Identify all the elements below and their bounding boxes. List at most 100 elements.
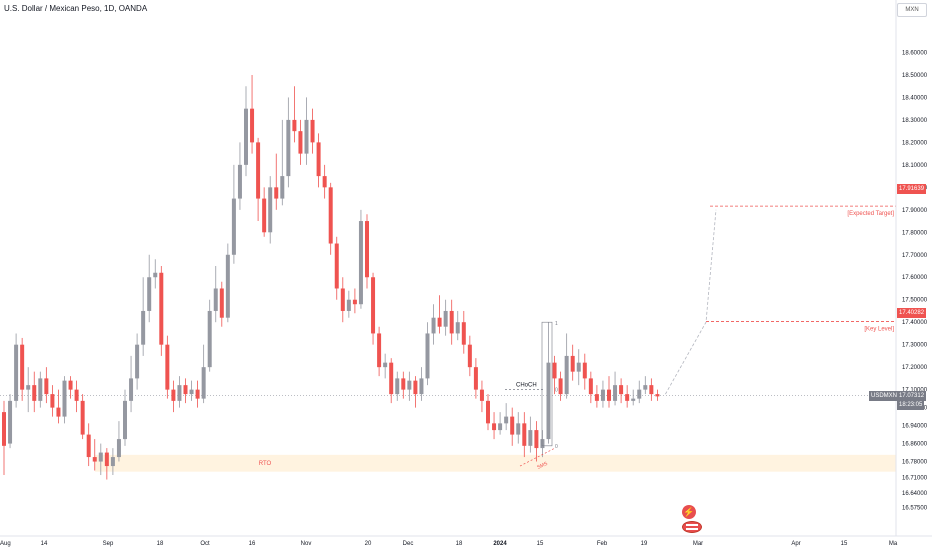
candle-body (649, 385, 654, 395)
candle-body (225, 254, 230, 318)
candle-body (467, 344, 472, 368)
us-flag-icon[interactable] (682, 521, 702, 533)
candle-body (631, 398, 636, 401)
candle-body (153, 272, 158, 278)
expected-target-price-tag: 17.91639 (897, 184, 927, 194)
time-tick-label: 19 (641, 541, 648, 547)
candle-body (147, 277, 152, 311)
currency-badge[interactable]: MXN (897, 3, 927, 17)
candle-body (292, 119, 297, 132)
candle-body (425, 333, 430, 379)
candle-body (280, 176, 285, 199)
time-tick-label: 18 (157, 541, 164, 547)
candle-body (498, 423, 503, 431)
tradingview-logo-icon[interactable]: ⚡ (682, 505, 696, 519)
candle-body (600, 389, 605, 401)
candle-body (619, 385, 624, 395)
candle-body (461, 322, 466, 345)
candle-body (443, 310, 448, 327)
candle-body (86, 434, 91, 458)
candle-body (479, 389, 484, 401)
price-tick-label: 18.20000 (902, 140, 928, 146)
candle-body (473, 367, 478, 390)
candle-body (92, 457, 97, 462)
candle-body (346, 299, 351, 311)
price-tick-label: 17.50000 (902, 298, 928, 304)
candle-body (371, 277, 376, 334)
candle-body (358, 221, 363, 305)
candle-body (80, 400, 85, 435)
candle-body (135, 344, 140, 379)
price-tick-label: 16.57500 (902, 506, 928, 512)
candle-body (516, 423, 521, 435)
candle-body (250, 108, 255, 143)
candle-body (576, 362, 581, 372)
price-tick-label: 17.30000 (902, 343, 928, 349)
candle-body (129, 378, 134, 401)
price-tick-label: 18.10000 (902, 163, 928, 169)
candle-body (383, 362, 388, 368)
price-tick-label: 17.60000 (902, 275, 928, 281)
time-tick-label: 16 (249, 541, 256, 547)
symbol-tag: USDMXN (869, 391, 900, 401)
candle-body (310, 119, 315, 143)
candle-body (213, 288, 218, 311)
candle-body (123, 400, 127, 440)
candles (2, 74, 660, 480)
candle-body (244, 108, 248, 165)
time-tick-label: Nov (301, 541, 312, 547)
candle-body (522, 423, 527, 446)
candle-body (449, 310, 454, 334)
candle-body (32, 385, 37, 401)
annotations: [Expected Target] [Key Level] RTO CHoCH 1 0 0 S… (259, 211, 895, 471)
candle-body (74, 389, 79, 401)
candle-body (407, 380, 412, 390)
time-tick-label: Ma (889, 541, 898, 547)
candle-body (159, 272, 164, 345)
price-tick-label: 17.40000 (902, 320, 928, 326)
candle-body (455, 322, 460, 334)
candle-body (237, 164, 242, 199)
price-tick-label: 18.50000 (902, 73, 928, 79)
level-lines (0, 205, 896, 396)
candle-body (395, 378, 400, 395)
candle-body (504, 416, 509, 424)
time-tick-label: 15 (537, 541, 544, 547)
candle-body (274, 187, 279, 199)
rto-zone (95, 454, 896, 472)
candle-body (389, 362, 394, 395)
time-tick-label: Mar (693, 541, 703, 547)
time-tick-label: 15 (841, 541, 848, 547)
candle-body (231, 198, 236, 255)
candle-body (8, 400, 13, 444)
candle-body (171, 389, 176, 401)
price-tick-label: 17.80000 (902, 230, 928, 236)
projection-path (665, 209, 717, 395)
time-tick-label: 18 (456, 541, 463, 547)
time-tick-label: 2024 (493, 541, 507, 547)
time-axis[interactable]: Aug 14 Sep 18 Oct 16 Nov 20 Dec 18 2024 15 Feb 19 Mar A… (0, 541, 898, 547)
candle-body (431, 317, 436, 334)
fib-zero-label: 0 (555, 444, 558, 450)
candle-body (2, 412, 6, 446)
candle-body (262, 198, 267, 233)
candle-body (552, 362, 557, 379)
price-axis[interactable]: 18.60000 18.50000 18.40000 18.30000 18.20000… (902, 50, 928, 511)
candle-body (528, 430, 533, 446)
candle-body (546, 362, 551, 440)
price-tick-label: 17.10000 (902, 388, 928, 394)
candle-body (316, 142, 321, 177)
candle-body (328, 187, 333, 244)
candle-body (564, 355, 569, 395)
candle-body (298, 131, 303, 154)
sms-label: SMS (536, 461, 549, 471)
candle-body (486, 400, 490, 424)
candle-body (62, 380, 67, 417)
price-tick-label: 17.70000 (902, 253, 928, 259)
candle-body (570, 355, 575, 372)
fib-one-label: 1 (555, 321, 558, 327)
candle-body (613, 385, 618, 401)
candle-body (637, 389, 642, 399)
price-tick-label: 16.94000 (902, 424, 928, 430)
